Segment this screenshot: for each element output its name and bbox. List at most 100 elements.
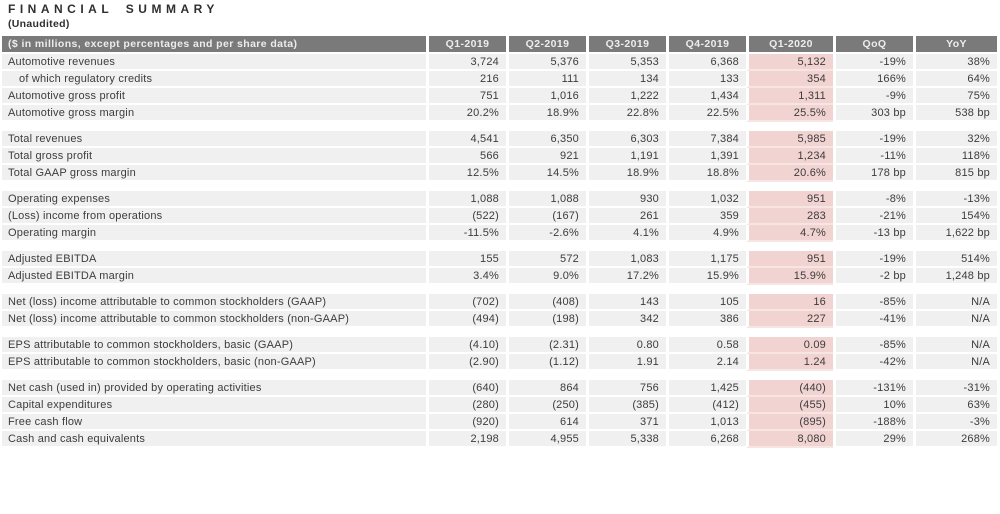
cell: -31% xyxy=(913,380,997,397)
cell: 930 xyxy=(586,191,666,208)
cell: 17.2% xyxy=(586,268,666,285)
cell: 22.5% xyxy=(666,105,746,122)
cell: -19% xyxy=(833,131,913,148)
cell: 538 bp xyxy=(913,105,997,122)
section-gap-cell xyxy=(2,285,997,294)
table-row: Net (loss) income attributable to common… xyxy=(2,294,997,311)
header-units-label: ($ in millions, except percentages and p… xyxy=(2,36,426,54)
cell-q1-2020: 25.5% xyxy=(746,105,833,122)
cell: (640) xyxy=(426,380,506,397)
table-row: EPS attributable to common stockholders,… xyxy=(2,354,997,371)
section-gap xyxy=(2,122,997,131)
cell: 178 bp xyxy=(833,165,913,182)
cell: 133 xyxy=(666,71,746,88)
cell: 1,248 bp xyxy=(913,268,997,285)
cell: 38% xyxy=(913,54,997,71)
cell: -188% xyxy=(833,414,913,431)
financial-summary-page: FINANCIAL SUMMARY (Unaudited) ($ in mill… xyxy=(2,2,997,448)
cell: N/A xyxy=(913,337,997,354)
table-row: Cash and cash equivalents 2,198 4,955 5,338… xyxy=(2,431,997,448)
cell: 15.9% xyxy=(666,268,746,285)
cell: 2,198 xyxy=(426,431,506,448)
row-label: Cash and cash equivalents xyxy=(2,431,426,448)
row-label: (Loss) income from operations xyxy=(2,208,426,225)
row-label: EPS attributable to common stockholders,… xyxy=(2,354,426,371)
table-row: Capital expenditures (280) (250) (385) (412)… xyxy=(2,397,997,414)
page-subtitle: (Unaudited) xyxy=(8,18,70,30)
cell: 63% xyxy=(913,397,997,414)
financial-summary-table: ($ in millions, except percentages and p… xyxy=(2,36,997,448)
row-label: Total GAAP gross margin xyxy=(2,165,426,182)
cell: 342 xyxy=(586,311,666,328)
row-label: Adjusted EBITDA margin xyxy=(2,268,426,285)
cell: (250) xyxy=(506,397,586,414)
cell: (385) xyxy=(586,397,666,414)
cell: -131% xyxy=(833,380,913,397)
cell: 268% xyxy=(913,431,997,448)
cell: 261 xyxy=(586,208,666,225)
row-label: of which regulatory credits xyxy=(2,71,426,88)
table-row: Free cash flow (920) 614 371 1,013 (895) -188%… xyxy=(2,414,997,431)
table-row: Operating expenses 1,088 1,088 930 1,032 951-… xyxy=(2,191,997,208)
section-gap xyxy=(2,285,997,294)
row-label: Free cash flow xyxy=(2,414,426,431)
cell: -11.5% xyxy=(426,225,506,242)
cell-q1-2020: 0.09 xyxy=(746,337,833,354)
cell: (408) xyxy=(506,294,586,311)
cell: 3.4% xyxy=(426,268,506,285)
row-label: EPS attributable to common stockholders,… xyxy=(2,337,426,354)
table-header-row: ($ in millions, except percentages and p… xyxy=(2,36,997,54)
cell: 572 xyxy=(506,251,586,268)
cell: 20.2% xyxy=(426,105,506,122)
cell: (2.90) xyxy=(426,354,506,371)
section-gap xyxy=(2,371,997,380)
cell: (522) xyxy=(426,208,506,225)
page-title: FINANCIAL SUMMARY xyxy=(8,2,219,16)
header-column: Q2-2019 xyxy=(506,36,586,54)
cell: 756 xyxy=(586,380,666,397)
cell: 1,175 xyxy=(666,251,746,268)
cell: 29% xyxy=(833,431,913,448)
table-row: EPS attributable to common stockholders,… xyxy=(2,337,997,354)
header-column: Q3-2019 xyxy=(586,36,666,54)
cell-q1-2020: 4.7% xyxy=(746,225,833,242)
cell: 9.0% xyxy=(506,268,586,285)
cell: 371 xyxy=(586,414,666,431)
cell: (167) xyxy=(506,208,586,225)
cell: -13% xyxy=(913,191,997,208)
cell-q1-2020: 1,234 xyxy=(746,148,833,165)
header-column: Q1-2019 xyxy=(426,36,506,54)
cell: 2.14 xyxy=(666,354,746,371)
section-gap xyxy=(2,328,997,337)
cell-q1-2020: (440) xyxy=(746,380,833,397)
cell: -42% xyxy=(833,354,913,371)
row-label: Net (loss) income attributable to common… xyxy=(2,311,426,328)
table-row: Total revenues 4,541 6,350 6,303 7,384 5,985-… xyxy=(2,131,997,148)
table-header: ($ in millions, except percentages and p… xyxy=(2,36,997,54)
cell: 864 xyxy=(506,380,586,397)
cell: 1,391 xyxy=(666,148,746,165)
cell: N/A xyxy=(913,294,997,311)
header-column: YoY xyxy=(913,36,997,54)
section-gap xyxy=(2,182,997,191)
cell: 18.8% xyxy=(666,165,746,182)
cell: 134 xyxy=(586,71,666,88)
cell: 4,541 xyxy=(426,131,506,148)
cell: -8% xyxy=(833,191,913,208)
cell: 1,191 xyxy=(586,148,666,165)
cell: 1.91 xyxy=(586,354,666,371)
table-row: Total GAAP gross margin 12.5% 14.5% 18.9% 18… xyxy=(2,165,997,182)
cell: 75% xyxy=(913,88,997,105)
row-label: Capital expenditures xyxy=(2,397,426,414)
cell: 155 xyxy=(426,251,506,268)
section-gap xyxy=(2,242,997,251)
cell: 64% xyxy=(913,71,997,88)
cell: 12.5% xyxy=(426,165,506,182)
cell: (702) xyxy=(426,294,506,311)
cell: (4.10) xyxy=(426,337,506,354)
cell: 143 xyxy=(586,294,666,311)
cell: (280) xyxy=(426,397,506,414)
row-label: Total gross profit xyxy=(2,148,426,165)
table-body: Automotive revenues 3,724 5,376 5,353 6,368 5… xyxy=(2,54,997,448)
cell: -13 bp xyxy=(833,225,913,242)
